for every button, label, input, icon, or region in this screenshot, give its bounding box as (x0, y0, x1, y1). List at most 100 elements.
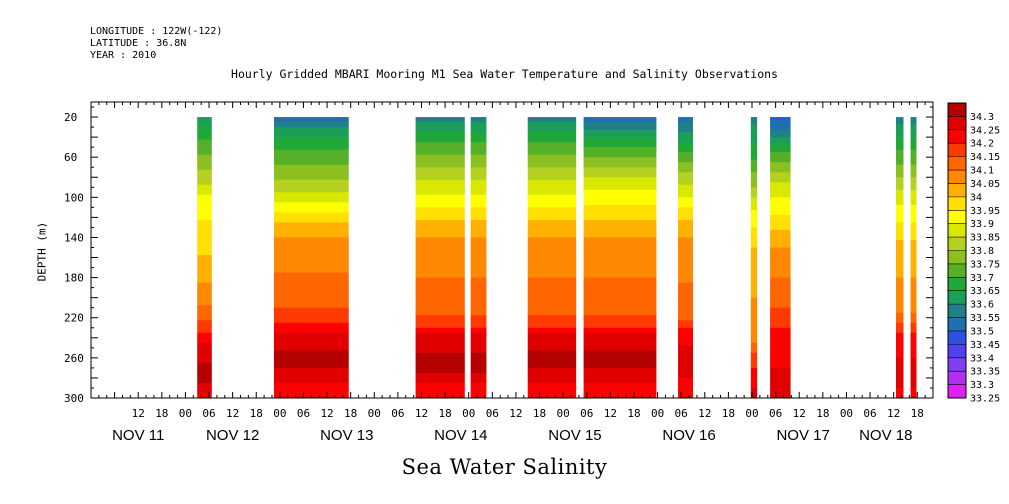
salinity-cell (678, 265, 693, 268)
salinity-cell (678, 315, 693, 319)
salinity-cell (750, 172, 758, 176)
salinity-cell (750, 350, 758, 354)
salinity-cell (678, 169, 693, 173)
salinity-cell (273, 385, 349, 389)
salinity-cell (415, 229, 465, 233)
salinity-cell (197, 192, 212, 196)
salinity-cell (583, 232, 657, 236)
salinity-cell (415, 352, 465, 356)
salinity-cell (583, 250, 657, 253)
salinity-cell (470, 260, 487, 263)
salinity-cell (750, 385, 758, 389)
salinity-cell (527, 179, 577, 183)
salinity-cell (770, 212, 791, 216)
day-label: NOV 12 (206, 427, 259, 444)
salinity-cell (583, 197, 657, 201)
salinity-cell (770, 229, 791, 233)
legend-swatch (948, 250, 966, 265)
legend-swatch (948, 317, 966, 332)
salinity-cell (678, 282, 693, 286)
salinity-cell (770, 257, 791, 261)
salinity-cell (197, 325, 212, 329)
salinity-cell (197, 330, 212, 334)
salinity-cell (770, 352, 791, 356)
salinity-cell (273, 360, 349, 364)
salinity-cell (415, 265, 465, 268)
salinity-cell (470, 222, 487, 226)
salinity-cell (415, 330, 465, 334)
salinity-cell (678, 390, 693, 394)
salinity-cell (470, 199, 487, 203)
salinity-cell (527, 372, 577, 376)
salinity-cell (415, 300, 465, 304)
salinity-cell (750, 119, 758, 123)
x-tick-label: 00 (368, 407, 381, 420)
salinity-cell (470, 287, 487, 291)
x-tick-label: 06 (580, 407, 593, 420)
salinity-cell (415, 139, 465, 143)
salinity-cell (583, 124, 657, 128)
salinity-cell (197, 352, 212, 356)
salinity-cell (750, 242, 758, 246)
salinity-cell (527, 157, 577, 161)
salinity-cell (910, 367, 917, 371)
salinity-cell (910, 147, 917, 151)
salinity-cell (527, 257, 577, 261)
salinity-cell (583, 239, 657, 243)
salinity-cell (197, 152, 212, 156)
salinity-cell (770, 305, 791, 309)
salinity-cell (896, 332, 904, 336)
year-label: YEAR : 2010 (90, 50, 157, 61)
salinity-cell (770, 149, 791, 153)
salinity-cell (527, 270, 577, 273)
salinity-cell (910, 242, 917, 246)
salinity-cell (197, 217, 212, 221)
salinity-cell (896, 194, 904, 198)
salinity-cell (770, 360, 791, 364)
salinity-cell (910, 139, 917, 143)
salinity-cell (678, 167, 693, 171)
plot-frame (90, 101, 934, 399)
salinity-cell (273, 265, 349, 268)
salinity-cell (678, 290, 693, 294)
salinity-cell (770, 347, 791, 351)
legend-swatch (948, 129, 966, 144)
salinity-cell (750, 345, 758, 349)
salinity-cell (415, 209, 465, 213)
salinity-cell (470, 157, 487, 161)
salinity-cell (415, 297, 465, 301)
salinity-cell (470, 134, 487, 138)
salinity-cell (583, 159, 657, 163)
salinity-cell (678, 129, 693, 133)
salinity-cell (770, 239, 791, 243)
salinity-cell (896, 149, 904, 153)
salinity-cell (415, 372, 465, 376)
salinity-cell (527, 382, 577, 386)
salinity-cell (197, 122, 212, 125)
salinity-cell (527, 174, 577, 178)
salinity-cell (583, 395, 657, 399)
salinity-cell (750, 320, 758, 324)
salinity-cell (750, 177, 758, 181)
salinity-cell (678, 292, 693, 296)
salinity-cell (470, 189, 487, 193)
salinity-cell (470, 129, 487, 133)
salinity-cell (896, 367, 904, 371)
salinity-cell (415, 154, 465, 158)
salinity-cell (415, 262, 465, 266)
salinity-cell (770, 237, 791, 241)
legend-label: 33.75 (970, 259, 1000, 270)
salinity-cell (910, 197, 917, 201)
salinity-cell (583, 149, 657, 153)
salinity-cell (527, 260, 577, 263)
salinity-cell (197, 382, 212, 386)
salinity-cell (770, 357, 791, 361)
salinity-cell (197, 187, 212, 191)
salinity-cell (910, 149, 917, 153)
salinity-cell (896, 214, 904, 218)
salinity-cell (678, 337, 693, 341)
salinity-cell (273, 142, 349, 146)
salinity-cell (770, 202, 791, 206)
salinity-cell (415, 214, 465, 218)
